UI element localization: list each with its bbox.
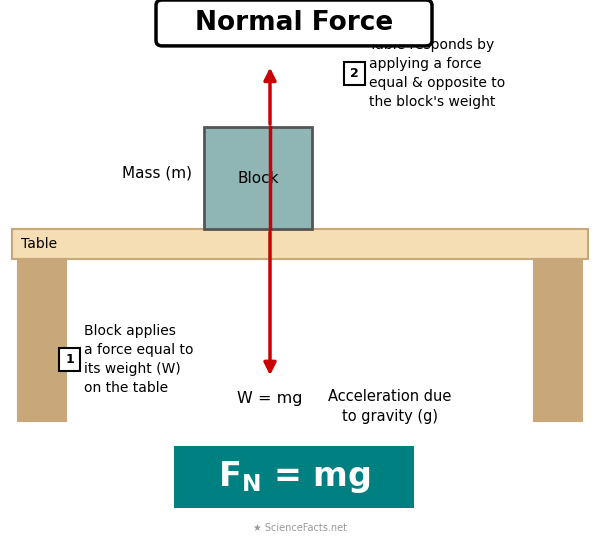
Text: 2: 2 (350, 67, 359, 80)
Bar (204, 127, 312, 230)
Text: ★ ScienceFacts.net: ★ ScienceFacts.net (253, 523, 347, 533)
Bar (18, 259, 66, 421)
Text: Block: Block (237, 171, 279, 186)
Text: Mass (m): Mass (m) (122, 166, 192, 180)
Text: W = mg: W = mg (237, 392, 303, 407)
Text: $\mathbf{F_N}$ = mg: $\mathbf{F_N}$ = mg (218, 458, 370, 495)
Text: Normal Force (F$_N$): Normal Force (F$_N$) (180, 28, 324, 46)
Bar (174, 446, 414, 508)
Bar (12, 230, 588, 259)
FancyBboxPatch shape (59, 348, 80, 371)
FancyBboxPatch shape (344, 62, 365, 85)
Text: Table responds by
applying a force
equal & opposite to
the block's weight: Table responds by applying a force equal… (369, 38, 505, 109)
FancyBboxPatch shape (156, 0, 432, 46)
Text: 1: 1 (65, 353, 74, 366)
Text: Normal Force: Normal Force (195, 10, 393, 36)
Text: Acceleration due
to gravity (g): Acceleration due to gravity (g) (328, 389, 452, 423)
Text: Table: Table (21, 238, 57, 251)
Text: Block applies
a force equal to
its weight (W)
on the table: Block applies a force equal to its weigh… (84, 324, 193, 395)
Bar (534, 259, 582, 421)
